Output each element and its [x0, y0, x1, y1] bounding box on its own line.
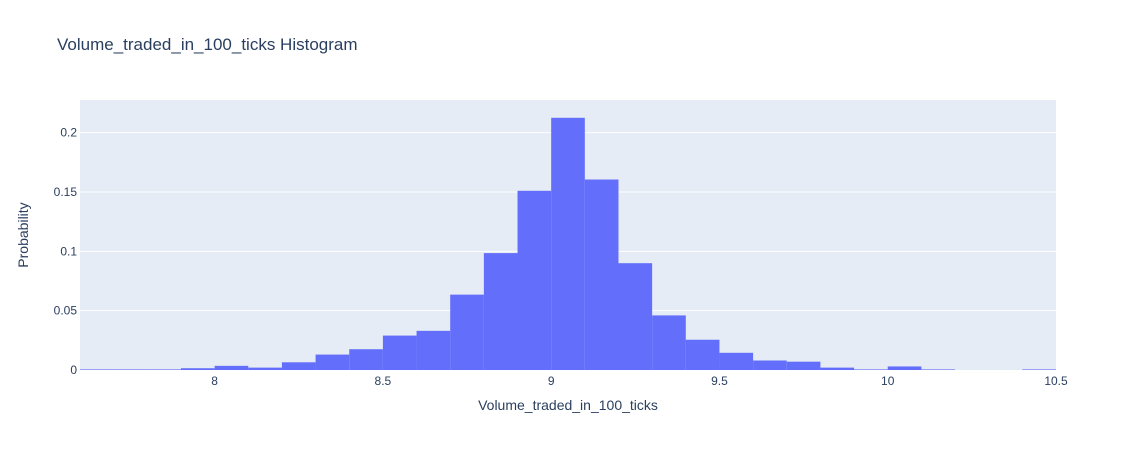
- histogram-bar: [585, 180, 619, 370]
- histogram-bar: [80, 369, 114, 370]
- histogram-bar: [719, 353, 753, 370]
- y-axis-title: Probability: [15, 202, 31, 267]
- histogram-bar: [921, 369, 955, 370]
- histogram-bar: [282, 362, 316, 370]
- y-tick-label: 0.15: [54, 185, 78, 199]
- histogram-bar: [618, 263, 652, 370]
- histogram-bar: [181, 368, 215, 370]
- histogram-bar: [652, 315, 686, 370]
- x-tick-label: 10.5: [1044, 374, 1068, 388]
- y-axis-ticks: 0 0.05 0.1 0.15 0.2: [54, 126, 78, 377]
- x-tick-label: 10: [881, 374, 895, 388]
- x-tick-label: 8.5: [375, 374, 392, 388]
- histogram-bar: [147, 369, 181, 370]
- histogram-bar: [787, 362, 821, 370]
- y-tick-label: 0.2: [60, 126, 77, 140]
- histogram-bar: [316, 355, 350, 370]
- histogram-bar: [551, 118, 585, 370]
- x-tick-label: 9: [548, 374, 555, 388]
- histogram-bar: [383, 336, 417, 370]
- histogram-bar: [349, 349, 383, 370]
- histogram-bar: [686, 340, 720, 370]
- histogram-bar: [518, 191, 552, 370]
- histogram-bar: [248, 368, 282, 370]
- y-tick-label: 0: [70, 363, 77, 377]
- histogram-bar: [820, 368, 854, 370]
- x-axis-title: Volume_traded_in_100_ticks: [478, 397, 658, 413]
- histogram-bar: [417, 331, 451, 370]
- y-tick-label: 0.05: [54, 304, 78, 318]
- x-axis-ticks: 8 8.5 9 9.5 10 10.5: [211, 374, 1068, 388]
- y-tick-label: 0.1: [60, 244, 77, 258]
- histogram-bar: [854, 369, 888, 370]
- histogram-bar: [888, 366, 922, 370]
- x-tick-label: 9.5: [711, 374, 728, 388]
- histogram-bar: [450, 295, 484, 370]
- histogram-bar: [1022, 369, 1056, 370]
- histogram-bar: [484, 253, 518, 370]
- histogram-bar: [753, 361, 787, 370]
- histogram-bar: [215, 366, 249, 370]
- chart-title: Volume_traded_in_100_ticks Histogram: [57, 35, 358, 54]
- histogram-bar: [114, 369, 148, 370]
- x-tick-label: 8: [211, 374, 218, 388]
